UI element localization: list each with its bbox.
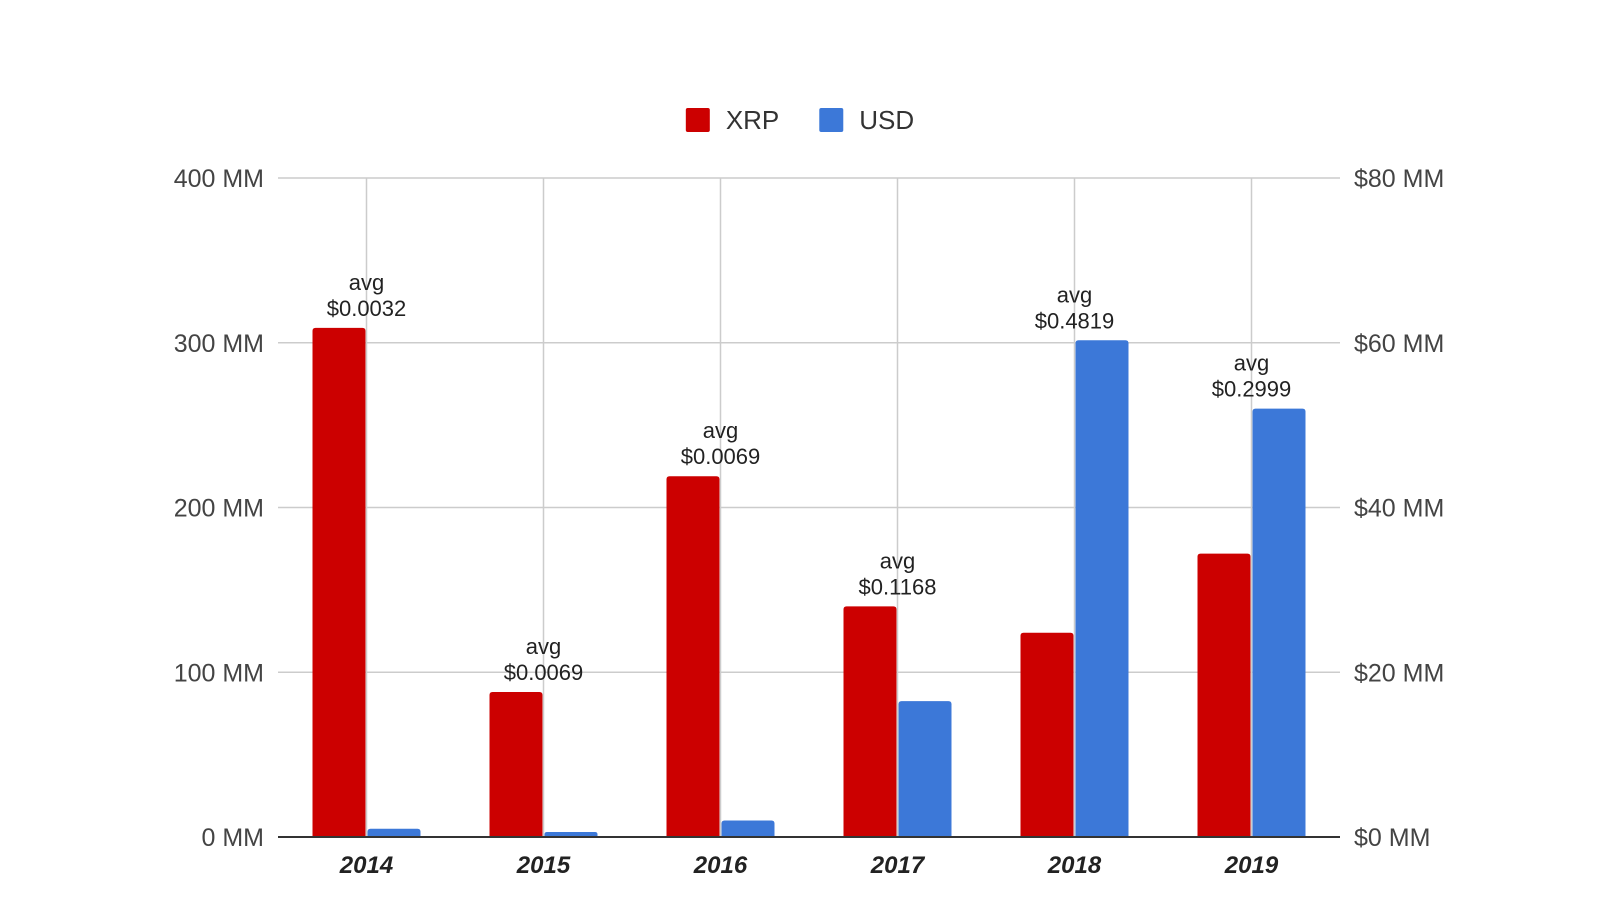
annotation-2014: avg$0.0032 [327, 270, 407, 321]
y-right-tick-label: $0 MM [1354, 824, 1430, 852]
axes: 0 MM 100 MM 200 MM 300 MM 400 MM $0 MM $20 MM $… [174, 165, 1445, 879]
y-right-tick-label: $40 MM [1354, 495, 1444, 523]
bar-xrp-2014 [312, 327, 366, 837]
bar-usd-2018 [1075, 340, 1129, 837]
bar-xrp-2018 [1020, 632, 1074, 837]
annotation-line: avg [349, 270, 384, 295]
legend-item-xrp: XRP [685, 105, 779, 135]
annotation-line: avg [526, 634, 561, 659]
y-left-tick-label: 400 MM [174, 165, 264, 193]
x-tick-label: 2014 [339, 852, 393, 879]
x-tick-label: 2018 [1047, 852, 1102, 879]
bar-xrp-2017 [843, 606, 897, 837]
bar-usd-2014 [367, 828, 421, 837]
y-left-tick-label: 100 MM [174, 659, 264, 687]
x-tick-label: 2017 [870, 852, 926, 879]
bar-xrp-2019 [1197, 553, 1251, 837]
bar-usd-2019 [1252, 408, 1306, 837]
bar-xrp-2015 [489, 692, 543, 837]
y-right-tick-label: $80 MM [1354, 165, 1444, 193]
annotation-line: $0.1168 [859, 574, 937, 599]
annotation-line: $0.2999 [1212, 377, 1292, 402]
legend: XRP USD [685, 105, 914, 135]
x-tick-label: 2016 [693, 852, 748, 879]
bar-xrp-2016 [666, 476, 720, 837]
y-left-tick-label: 300 MM [174, 330, 264, 358]
annotation-line: $0.0069 [681, 444, 761, 469]
data-annotations: avg$0.0032avg$0.0069avg$0.0069avg$0.1168… [327, 270, 1292, 685]
annotation-line: $0.4819 [1035, 308, 1115, 333]
legend-label: XRP [726, 105, 779, 135]
annotation-line: $0.0032 [327, 296, 407, 321]
annotation-2019: avg$0.2999 [1212, 351, 1292, 402]
annotation-2018: avg$0.4819 [1035, 282, 1115, 333]
y-right-tick-label: $60 MM [1354, 330, 1444, 358]
annotation-line: avg [880, 548, 915, 573]
x-tick-label: 2015 [516, 852, 571, 879]
bars [312, 327, 1306, 837]
legend-label: USD [859, 105, 914, 135]
annotation-2015: avg$0.0069 [504, 634, 584, 685]
bar-usd-2015 [544, 832, 598, 837]
annotation-line: avg [703, 418, 738, 443]
legend-swatch [685, 108, 710, 132]
annotation-line: $0.0069 [504, 660, 584, 685]
legend-swatch [819, 108, 844, 132]
annotation-line: avg [1057, 282, 1092, 307]
annotation-2016: avg$0.0069 [681, 418, 761, 469]
y-left-tick-label: 0 MM [202, 824, 265, 852]
gridlines [278, 177, 1340, 837]
x-tick-label: 2019 [1224, 852, 1279, 879]
bar-usd-2017 [898, 701, 952, 837]
y-left-tick-label: 200 MM [174, 495, 264, 523]
bar-usd-2016 [721, 820, 775, 837]
legend-item-usd: USD [819, 105, 914, 135]
annotation-2017: avg$0.1168 [859, 548, 937, 599]
y-right-tick-label: $20 MM [1354, 659, 1444, 687]
annotation-line: avg [1234, 351, 1269, 376]
